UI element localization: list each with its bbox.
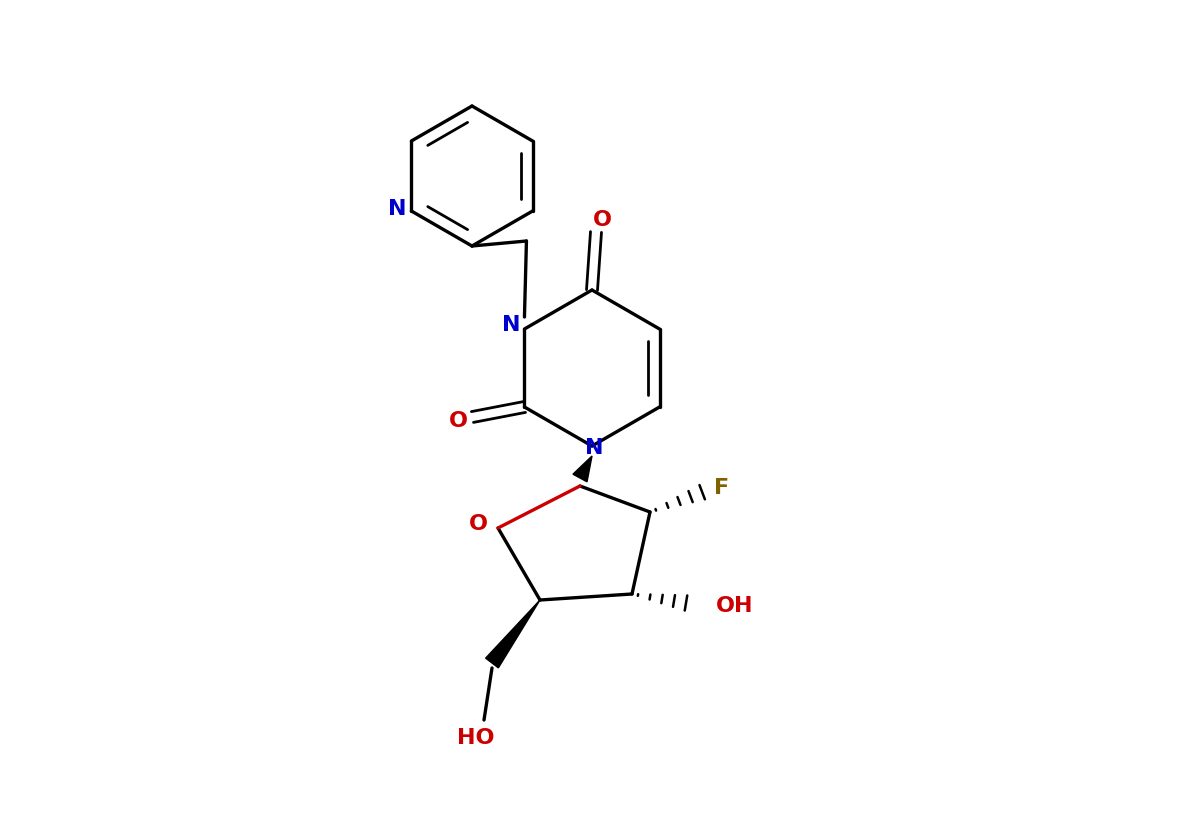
Text: O: O bbox=[468, 514, 487, 534]
Polygon shape bbox=[573, 456, 592, 482]
Polygon shape bbox=[486, 600, 540, 668]
Text: O: O bbox=[449, 411, 468, 431]
Text: OH: OH bbox=[716, 596, 754, 616]
Text: N: N bbox=[585, 438, 604, 458]
Text: HO: HO bbox=[457, 728, 494, 748]
Text: O: O bbox=[592, 210, 611, 230]
Text: F: F bbox=[715, 478, 730, 498]
Text: N: N bbox=[388, 199, 406, 219]
Text: N: N bbox=[503, 315, 520, 335]
